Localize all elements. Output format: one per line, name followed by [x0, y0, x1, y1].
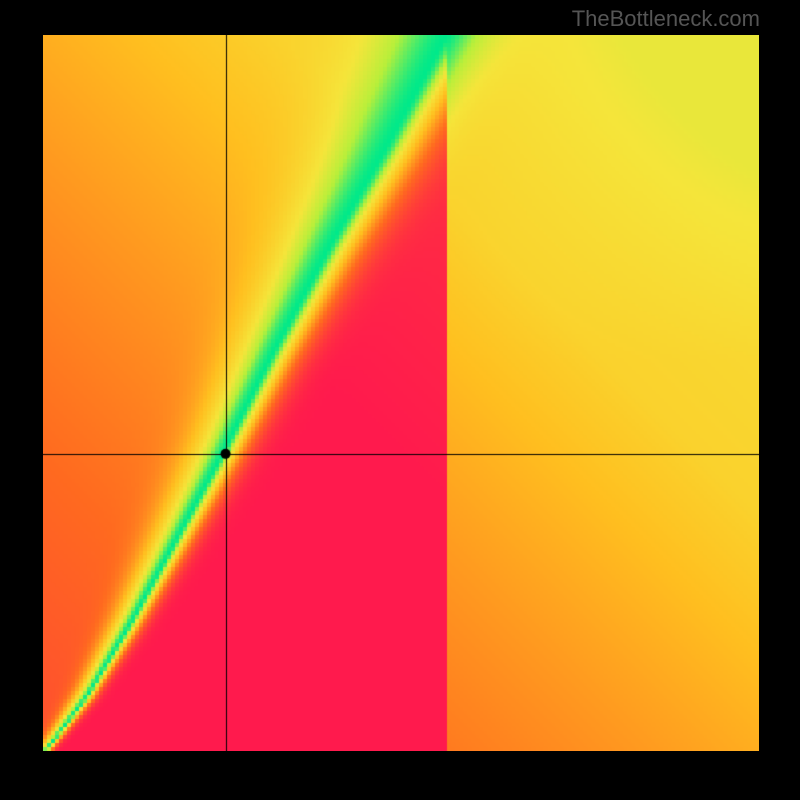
crosshair-overlay — [43, 35, 759, 751]
watermark-text: TheBottleneck.com — [572, 6, 760, 32]
stage: TheBottleneck.com — [0, 0, 800, 800]
